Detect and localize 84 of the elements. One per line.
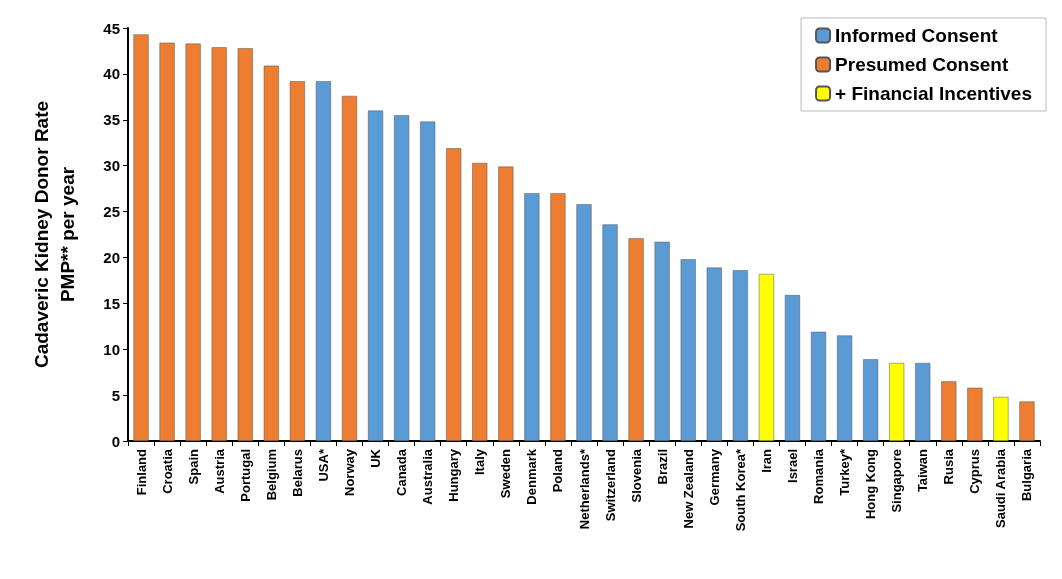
bar: [810, 331, 827, 441]
bar: [524, 193, 540, 441]
bar: [289, 81, 305, 441]
x-tick-label: Netherlands*: [576, 448, 592, 530]
x-tick-label: Poland: [550, 448, 566, 493]
x-tick-label: UK: [368, 448, 384, 468]
y-tick-label: 30: [103, 157, 120, 175]
bar: [706, 267, 722, 441]
x-tick-label: Switzerland: [602, 448, 618, 522]
x-tick-label: Cyprus: [967, 449, 983, 494]
x-tick-label: Hong Kong: [863, 448, 879, 520]
bar: [315, 81, 331, 441]
bar: [602, 224, 618, 441]
bar: [837, 335, 853, 441]
x-tick-label: Germany: [706, 448, 722, 506]
x-tick-label: Romania: [811, 448, 827, 504]
bar: [654, 241, 670, 441]
x-tick-label: Spain: [185, 448, 201, 485]
legend-label: Presumed Consent: [835, 54, 1009, 75]
bar: [628, 238, 644, 441]
bar: [211, 47, 227, 441]
y-tick-label: 5: [111, 386, 120, 404]
x-tick-label: Australia: [420, 448, 436, 505]
legend-label: Informed Consent: [835, 25, 999, 46]
x-tick-label: Israel: [784, 449, 800, 483]
x-tick-label: Norway: [341, 448, 357, 496]
x-tick-label: Singapore: [889, 449, 905, 513]
bar: [237, 48, 253, 441]
bar: [133, 34, 149, 441]
bar: [1019, 401, 1035, 441]
x-tick-label: Croatia: [159, 448, 175, 494]
x-tick-label: Saudi Arabia: [993, 448, 1009, 528]
x-tick-label: Slovenia: [628, 448, 644, 503]
bar: [576, 204, 592, 441]
x-tick-label: Bulgaria: [1019, 448, 1035, 502]
bar: [732, 270, 748, 441]
bar: [941, 381, 957, 441]
bar: [889, 362, 905, 441]
bar: [367, 110, 384, 441]
bar: [550, 193, 566, 441]
bar: [993, 396, 1009, 441]
x-tick-label: New Zealand: [680, 448, 696, 529]
bar: [863, 359, 879, 441]
y-tick-label: 45: [103, 19, 120, 37]
x-tick-label: Rusia: [941, 448, 957, 485]
bar: [472, 162, 488, 441]
bar: [185, 43, 201, 441]
bar: [915, 362, 931, 441]
x-tick-label: Belarus: [289, 449, 305, 497]
bar: [420, 121, 436, 441]
x-tick-label: Finland: [133, 448, 149, 496]
x-tick-label: Brazil: [654, 449, 670, 485]
bar: [758, 273, 774, 441]
y-axis-title: Cadaveric Kidney Donor Rate PMP** per year: [30, 100, 78, 369]
bar: [159, 42, 175, 441]
x-tick-label: Hungary: [446, 448, 462, 502]
x-tick-label: Canada: [394, 448, 410, 496]
x-tick-label: Italy: [472, 448, 488, 476]
y-tick-label: 40: [103, 65, 120, 83]
x-tick-label: Portugal: [237, 449, 253, 502]
x-tick-label: Taiwan: [915, 448, 931, 493]
bar: [394, 115, 410, 441]
bar: [446, 148, 462, 441]
bar: [498, 166, 514, 441]
y-tick-label: 0: [111, 432, 120, 450]
x-tick-label: Turkey*: [837, 448, 853, 496]
x-tick-label: South Korea*: [732, 448, 748, 532]
x-tick-label: Sweden: [498, 448, 514, 499]
y-tick-label: 10: [103, 340, 120, 358]
bar: [680, 259, 696, 441]
bar: [967, 387, 983, 441]
bar: [341, 95, 358, 441]
y-tick-label: 15: [103, 294, 120, 312]
legend-label: + Financial Incentives: [835, 83, 1033, 104]
y-tick-label: 35: [103, 111, 120, 129]
x-tick-label: USA*: [315, 448, 331, 482]
y-tick-label: 20: [103, 248, 120, 266]
y-tick-label: 25: [103, 203, 120, 221]
x-tick-label: Denmark: [524, 448, 540, 505]
bar: [784, 295, 801, 441]
x-tick-label: Iran: [758, 448, 774, 473]
x-tick-label: Austria: [211, 448, 227, 494]
bar: [263, 65, 279, 441]
x-tick-label: Belgium: [263, 449, 279, 501]
